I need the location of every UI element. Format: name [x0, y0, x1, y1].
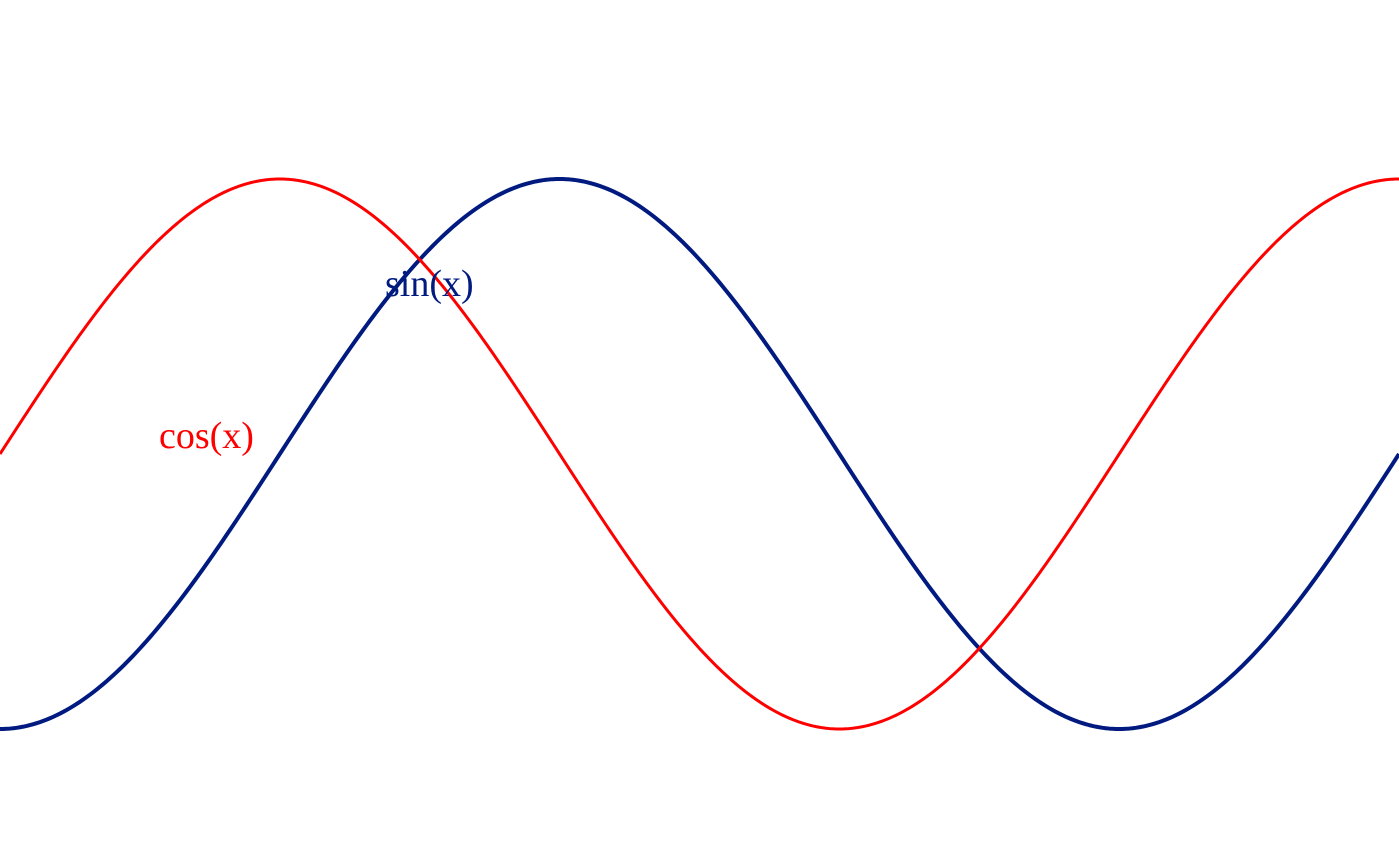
sin-series-label: sin(x) — [385, 263, 474, 305]
series-labels: sin(x) cos(x) — [159, 263, 474, 457]
sin-series-line — [0, 177, 1399, 731]
series-lines — [0, 177, 1399, 731]
cos-series-line — [0, 177, 1399, 731]
cos-series-label: cos(x) — [159, 415, 254, 457]
